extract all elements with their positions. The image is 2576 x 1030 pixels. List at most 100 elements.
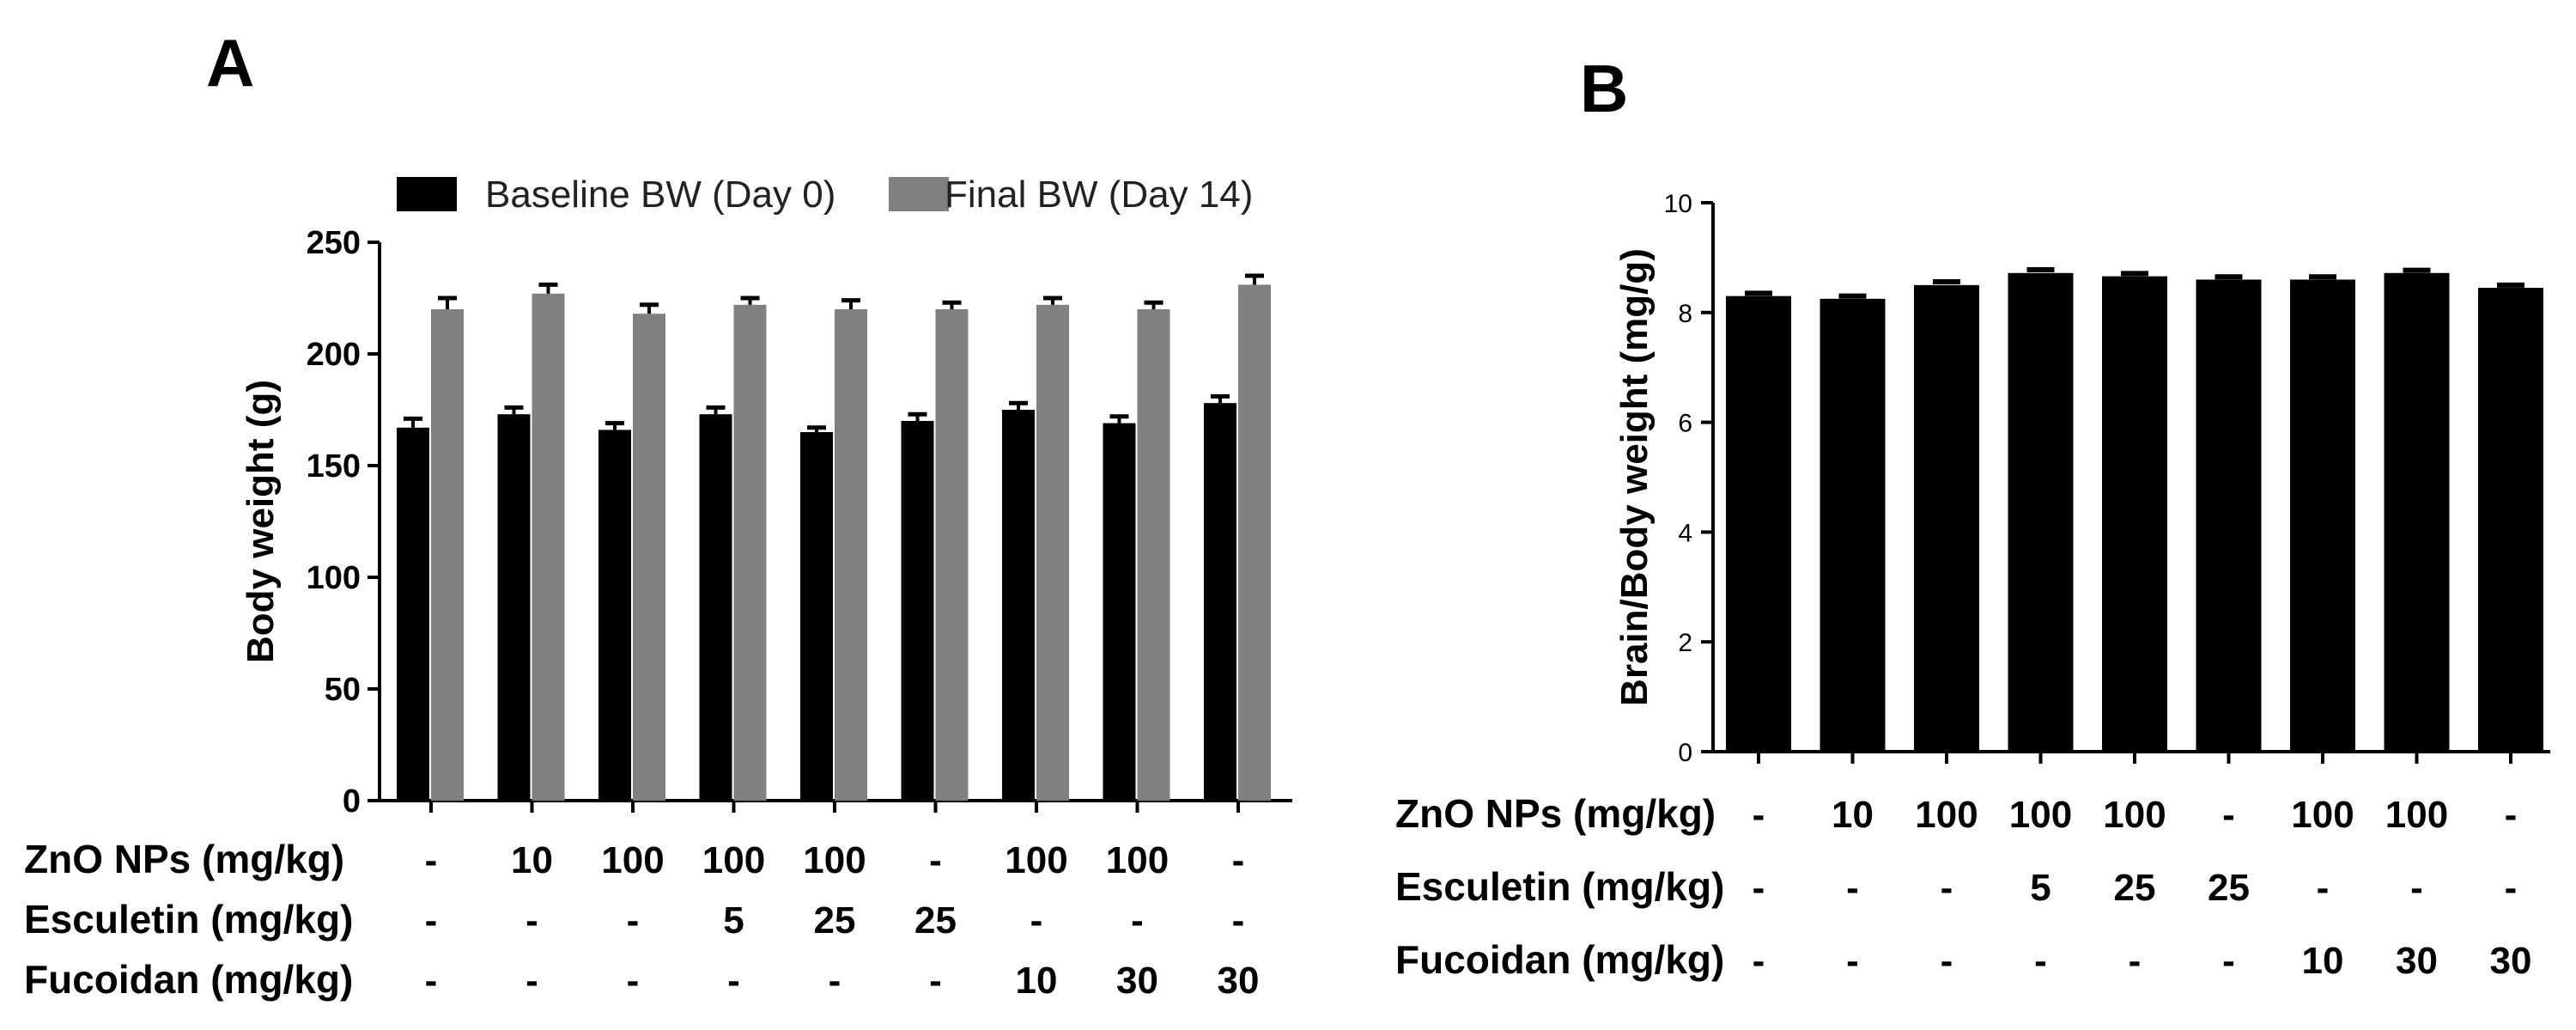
bar-a-baseline: [1103, 423, 1136, 801]
treatment-value-a: 100: [702, 839, 765, 881]
bar-b: [1820, 298, 1886, 752]
panel-b-label: B: [1580, 51, 1628, 126]
treatment-value-a: -: [1232, 839, 1245, 881]
treatment-value-b: -: [1941, 940, 1953, 982]
bar-a-final: [431, 309, 464, 801]
bar-a-final: [835, 309, 867, 801]
y-tick-label-b: 8: [1678, 300, 1692, 328]
treatment-value-a: 100: [803, 839, 866, 881]
bar-a-baseline: [598, 430, 631, 801]
bar-b: [2008, 272, 2074, 752]
treatment-value-b: -: [2505, 794, 2518, 836]
bar-b: [1726, 296, 1791, 752]
treatment-value-a: -: [929, 960, 942, 1002]
treatment-label-b: Fucoidan (mg/kg): [1395, 937, 1724, 982]
treatment-value-b: 10: [1832, 794, 1874, 836]
treatment-value-a: -: [425, 899, 438, 942]
y-tick-label-b: 2: [1678, 629, 1692, 657]
bar-a-final: [1137, 309, 1170, 801]
treatment-value-b: 30: [2490, 940, 2532, 982]
treatment-value-b: 10: [2302, 940, 2344, 982]
treatment-value-b: 100: [2103, 794, 2166, 836]
treatment-value-a: -: [1131, 899, 1144, 942]
y-tick-label-a: 150: [307, 448, 361, 485]
treatment-value-a: -: [425, 839, 438, 881]
treatment-value-b: -: [1753, 867, 1765, 909]
bar-b: [2102, 276, 2167, 753]
bar-a-final: [532, 293, 565, 801]
bar-a-final: [733, 304, 767, 801]
treatment-value-a: -: [829, 960, 841, 1002]
treatment-value-a: 30: [1116, 960, 1158, 1002]
treatment-value-b: 100: [1915, 794, 1978, 836]
y-tick-label-a: 50: [325, 672, 361, 708]
treatment-label-b: Esculetin (mg/kg): [1395, 864, 1724, 909]
legend-label-final: Final BW (Day 14): [945, 174, 1253, 216]
bar-b: [2290, 279, 2355, 753]
panel-a-label: A: [206, 25, 254, 101]
bar-a-final: [1238, 284, 1271, 801]
treatment-value-a: 25: [814, 899, 856, 942]
treatment-value-b: 100: [2291, 794, 2354, 836]
y-tick-label-b: 0: [1678, 739, 1692, 767]
treatment-value-b: -: [2505, 867, 2518, 909]
bar-a-baseline: [1002, 410, 1035, 801]
bar-a-baseline: [901, 421, 934, 801]
treatment-value-b: 5: [2030, 867, 2050, 909]
treatment-value-a: -: [526, 899, 538, 942]
treatment-value-b: -: [1846, 867, 1859, 909]
treatment-value-b: -: [1846, 940, 1859, 982]
treatment-value-a: 5: [723, 899, 744, 942]
treatment-value-b: -: [1941, 867, 1953, 909]
legend-a: Baseline BW (Day 0) Final BW (Day 14): [397, 174, 1253, 216]
treatment-value-b: -: [2129, 940, 2142, 982]
treatment-value-a: 100: [601, 839, 664, 881]
treatment-value-b: 100: [2009, 794, 2072, 836]
y-axis-title-b: Brain/Body weight (mg/g): [1613, 248, 1656, 706]
y-tick-label-a: 200: [307, 337, 361, 373]
legend-label-baseline: Baseline BW (Day 0): [485, 174, 835, 216]
treatment-value-a: 10: [511, 839, 553, 881]
treatment-value-a: -: [425, 960, 438, 1002]
treatment-value-b: -: [2222, 794, 2235, 836]
treatment-value-a: -: [929, 839, 942, 881]
treatment-label-a: ZnO NPs (mg/kg): [24, 837, 344, 881]
treatment-value-a: 10: [1016, 960, 1058, 1002]
chart-a: 0 50 100 150 200 250 Body weight (g) ZnO NPs (m…: [24, 225, 1292, 1002]
treatment-value-a: 100: [1005, 839, 1067, 881]
y-axis-title-a: Body weight (g): [240, 380, 282, 663]
chart-b: 0 2 4 6 8 10 Brain/Body weight (mg/g) ZnO NPs (…: [1395, 190, 2550, 982]
treatment-value-b: -: [1753, 794, 1765, 836]
treatment-value-a: -: [1232, 899, 1245, 942]
y-tick-label-a: 100: [307, 560, 361, 596]
bar-a-baseline: [699, 414, 732, 801]
bar-a-baseline: [397, 427, 429, 801]
y-tick-label-b: 6: [1678, 410, 1692, 438]
treatment-value-b: 30: [2396, 940, 2438, 982]
treatment-value-a: -: [1030, 899, 1043, 942]
bar-b: [1914, 284, 1979, 753]
bar-b: [2196, 279, 2262, 753]
treatment-label-b: ZnO NPs (mg/kg): [1395, 791, 1716, 836]
y-tick-label-a: 250: [307, 225, 361, 261]
bar-a-baseline: [1204, 403, 1236, 801]
treatment-value-b: 100: [2385, 794, 2448, 836]
treatment-value-b: -: [2034, 940, 2047, 982]
treatment-value-a: -: [627, 960, 640, 1002]
treatment-value-a: -: [526, 960, 538, 1002]
bar-a-final: [935, 309, 969, 801]
bar-a-final: [633, 314, 665, 801]
y-tick-label-b: 10: [1664, 190, 1692, 218]
treatment-value-a: -: [627, 899, 640, 942]
y-tick-label-a: 0: [343, 783, 361, 820]
treatment-value-a: 25: [914, 899, 957, 942]
treatment-value-b: 25: [2114, 867, 2156, 909]
legend-swatch-final: [889, 177, 949, 211]
y-tick-label-b: 4: [1678, 519, 1692, 547]
legend-swatch-baseline: [397, 177, 457, 211]
bar-a-baseline: [800, 432, 833, 801]
treatment-value-a: 100: [1106, 839, 1169, 881]
treatment-value-a: 30: [1218, 960, 1260, 1002]
bar-a-baseline: [497, 414, 531, 801]
